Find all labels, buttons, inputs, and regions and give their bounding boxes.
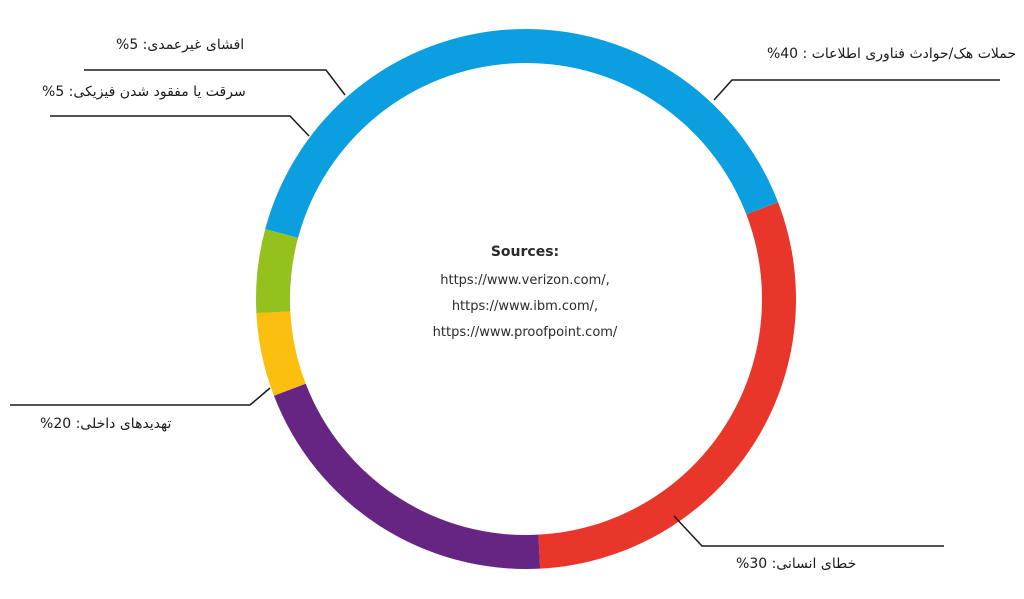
slice-label-theft: سرقت یا مفقود شدن فیزیکی: 5%	[42, 84, 246, 100]
source-link-verizon[interactable]: https://www.verizon.com/,	[440, 273, 610, 288]
slice-label-hack: حملات هک/حوادث فناوری اطلاعات : 40%	[766, 46, 1016, 62]
sources-title: Sources:	[490, 244, 560, 260]
leader-lines	[10, 69, 1000, 547]
slice-hack	[265, 29, 779, 238]
source-link-proofpoint[interactable]: https://www.proofpoint.com/	[432, 325, 618, 340]
leader-line-theft	[50, 115, 310, 137]
slice-theft	[256, 311, 306, 396]
leader-line-insider	[10, 387, 271, 406]
leader-line-hack	[713, 79, 1000, 101]
leader-line-disclosure	[84, 69, 346, 96]
slice-human	[538, 202, 796, 569]
slice-insider	[273, 383, 541, 569]
leader-line-human	[673, 515, 944, 547]
slice-disclosure	[255, 229, 299, 314]
slice-label-insider: تهدیدهای داخلی: 20%	[40, 416, 172, 432]
slice-label-human: خطای انسانی: 30%	[736, 556, 857, 572]
source-link-ibm[interactable]: https://www.ibm.com/,	[451, 299, 599, 314]
slice-group	[255, 29, 796, 569]
sources-block: Sources: https://www.verizon.com/, https…	[375, 244, 675, 346]
slice-label-disclosure: افشای غیرعمدی: 5%	[116, 37, 245, 53]
